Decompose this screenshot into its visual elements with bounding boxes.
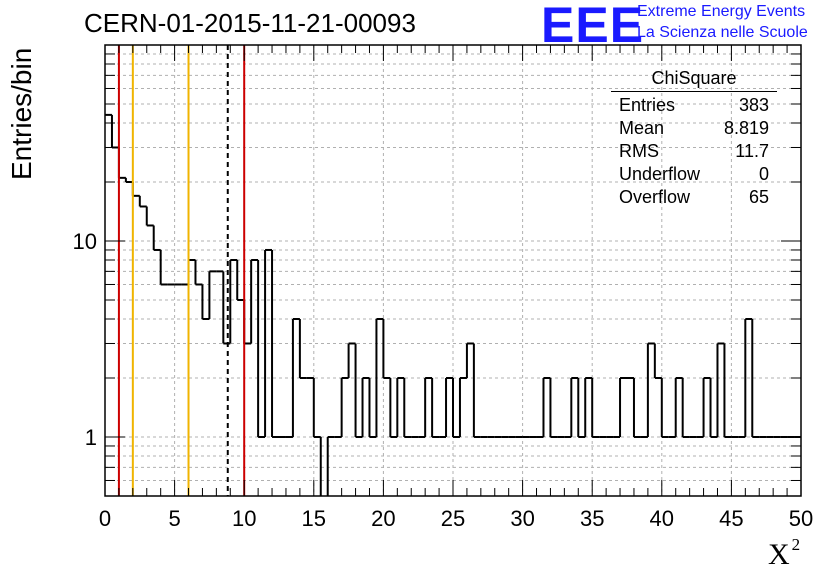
stats-label: RMS [619,141,659,161]
stats-row-overflow: Overflow 65 [611,186,777,209]
stats-box: ChiSquare Entries 383 Mean 8.819 RMS 11.… [611,68,777,209]
x-tick-label: 50 [789,506,813,531]
x-tick-label: 10 [232,506,256,531]
stats-value: 11.7 [735,141,769,161]
eee-logo: EEE [541,0,645,53]
logo-line-2: La Scienza nelle Scuole [637,24,808,41]
x-axis-label-base: X [768,538,790,571]
stats-label: Overflow [619,187,691,207]
y-tick-label: 1 [85,425,97,450]
x-tick-label: 25 [441,506,465,531]
stats-value: 8.819 [723,118,769,138]
logo-line-1: Extreme Energy Events [637,3,806,20]
x-tick-label: 30 [510,506,534,531]
stats-title: ChiSquare [611,68,777,92]
stats-value: 383 [738,95,769,115]
stats-label: Mean [619,118,665,138]
y-axis-label: Entries/bin [6,47,37,180]
stats-label: Underflow [619,164,701,184]
x-tick-label: 45 [719,506,743,531]
x-tick-label: 15 [302,506,326,531]
y-tick-label: 10 [73,229,97,254]
stats-row-entries: Entries 383 [611,94,777,117]
x-tick-label: 20 [371,506,395,531]
stats-row-mean: Mean 8.819 [611,117,777,140]
x-tick-label: 5 [168,506,180,531]
x-tick-label: 0 [99,506,111,531]
x-axis-label-superscript: 2 [791,535,801,554]
x-tick-label: 40 [650,506,674,531]
chart-title: CERN-01-2015-11-21-00093 [84,8,416,38]
x-tick-label: 35 [580,506,604,531]
stats-label: Entries [619,95,676,115]
stats-value: 0 [758,164,769,184]
stats-row-rms: RMS 11.7 [611,140,777,163]
stats-row-underflow: Underflow 0 [611,163,777,186]
stats-value: 65 [748,187,769,207]
